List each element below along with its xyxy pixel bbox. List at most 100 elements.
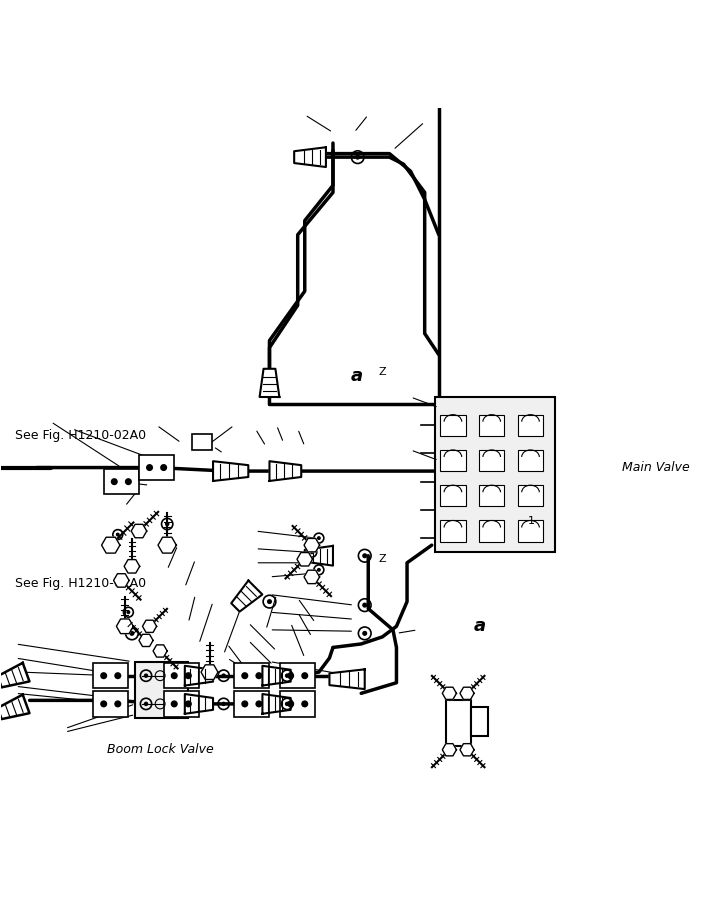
Circle shape bbox=[170, 672, 178, 679]
Polygon shape bbox=[124, 560, 140, 573]
Polygon shape bbox=[294, 147, 326, 167]
Circle shape bbox=[165, 521, 170, 526]
Polygon shape bbox=[260, 368, 279, 397]
Circle shape bbox=[301, 700, 308, 707]
Circle shape bbox=[301, 672, 308, 679]
Bar bbox=[518, 520, 543, 542]
Bar bbox=[192, 435, 212, 450]
Circle shape bbox=[114, 700, 121, 707]
Bar bbox=[435, 397, 555, 553]
Bar bbox=[136, 661, 188, 718]
Polygon shape bbox=[304, 570, 320, 584]
Bar bbox=[234, 663, 270, 688]
Polygon shape bbox=[158, 537, 176, 554]
Circle shape bbox=[143, 702, 148, 706]
Polygon shape bbox=[0, 663, 29, 687]
Text: Main Valve: Main Valve bbox=[622, 461, 690, 474]
Text: Boom Lock Valve: Boom Lock Valve bbox=[107, 743, 214, 756]
Bar bbox=[93, 663, 129, 688]
Circle shape bbox=[317, 536, 321, 540]
Polygon shape bbox=[263, 666, 290, 685]
Bar bbox=[93, 691, 129, 717]
Bar bbox=[446, 700, 471, 746]
Circle shape bbox=[222, 673, 226, 678]
Polygon shape bbox=[185, 694, 213, 714]
Bar bbox=[479, 485, 504, 507]
Circle shape bbox=[362, 554, 367, 558]
Text: See Fig. H1210-02A0: See Fig. H1210-02A0 bbox=[16, 429, 147, 442]
Circle shape bbox=[241, 672, 248, 679]
Bar bbox=[440, 485, 466, 507]
Polygon shape bbox=[139, 635, 153, 647]
Circle shape bbox=[125, 478, 132, 485]
Circle shape bbox=[114, 672, 121, 679]
Polygon shape bbox=[201, 665, 218, 680]
Bar bbox=[479, 450, 504, 471]
Circle shape bbox=[355, 155, 360, 159]
Circle shape bbox=[100, 672, 107, 679]
Bar bbox=[139, 455, 174, 480]
Polygon shape bbox=[263, 694, 290, 714]
Circle shape bbox=[287, 700, 294, 707]
Text: a: a bbox=[351, 367, 363, 385]
Polygon shape bbox=[213, 461, 248, 481]
Circle shape bbox=[143, 673, 148, 678]
Polygon shape bbox=[270, 461, 301, 481]
Circle shape bbox=[287, 672, 294, 679]
Polygon shape bbox=[185, 666, 213, 685]
Bar bbox=[479, 520, 504, 542]
Circle shape bbox=[256, 700, 263, 707]
Bar bbox=[163, 691, 199, 717]
Bar bbox=[471, 707, 488, 736]
Circle shape bbox=[285, 673, 290, 678]
Polygon shape bbox=[442, 687, 457, 699]
Bar bbox=[518, 450, 543, 471]
Polygon shape bbox=[231, 580, 263, 612]
Circle shape bbox=[241, 700, 248, 707]
Circle shape bbox=[362, 602, 367, 608]
Polygon shape bbox=[102, 537, 120, 554]
Text: a: a bbox=[474, 617, 486, 635]
Text: Z: Z bbox=[378, 367, 386, 378]
Bar bbox=[440, 520, 466, 542]
Circle shape bbox=[185, 672, 192, 679]
Circle shape bbox=[100, 700, 107, 707]
Polygon shape bbox=[153, 645, 167, 657]
Polygon shape bbox=[297, 553, 312, 566]
Bar bbox=[518, 485, 543, 507]
Text: 1: 1 bbox=[528, 516, 535, 526]
Bar bbox=[104, 469, 139, 495]
Circle shape bbox=[126, 611, 131, 614]
Circle shape bbox=[362, 631, 367, 635]
Polygon shape bbox=[305, 546, 333, 565]
Circle shape bbox=[116, 532, 120, 537]
Circle shape bbox=[310, 550, 314, 554]
Circle shape bbox=[317, 568, 321, 572]
Polygon shape bbox=[442, 743, 457, 756]
Circle shape bbox=[160, 464, 167, 471]
Text: Z: Z bbox=[378, 554, 386, 565]
Polygon shape bbox=[329, 670, 365, 689]
Polygon shape bbox=[460, 687, 474, 699]
Polygon shape bbox=[304, 539, 320, 552]
Circle shape bbox=[146, 464, 153, 471]
Bar bbox=[440, 450, 466, 471]
Circle shape bbox=[170, 700, 178, 707]
Circle shape bbox=[267, 599, 272, 604]
Bar bbox=[440, 414, 466, 436]
Polygon shape bbox=[114, 574, 129, 588]
Circle shape bbox=[256, 672, 263, 679]
Circle shape bbox=[129, 631, 134, 635]
Polygon shape bbox=[0, 694, 29, 719]
Polygon shape bbox=[143, 620, 157, 633]
Circle shape bbox=[222, 702, 226, 706]
Bar bbox=[280, 691, 315, 717]
Bar bbox=[234, 691, 270, 717]
Circle shape bbox=[285, 702, 290, 706]
Polygon shape bbox=[131, 524, 147, 538]
Bar bbox=[479, 414, 504, 436]
Text: See Fig. H1210-02A0: See Fig. H1210-02A0 bbox=[16, 577, 147, 590]
Bar bbox=[518, 414, 543, 436]
Polygon shape bbox=[116, 619, 133, 634]
Circle shape bbox=[185, 700, 192, 707]
